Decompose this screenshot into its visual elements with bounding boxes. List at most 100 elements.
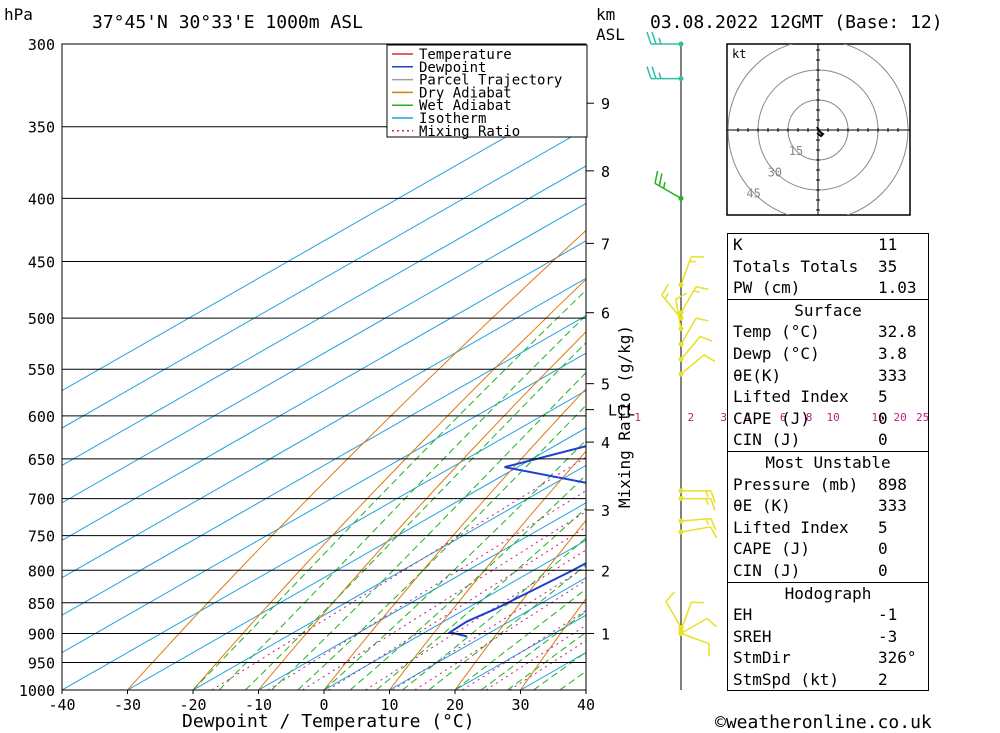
stats-label: Totals Totals <box>733 256 859 276</box>
wind-barb <box>678 601 704 633</box>
stats-row: Pressure (mb) 898 <box>728 474 928 496</box>
pressure-tick-label: 600 <box>28 408 55 426</box>
pressure-tick-label: 300 <box>28 36 55 54</box>
legend-entry: Isotherm <box>419 111 486 127</box>
stats-section-hodograph: Hodograph EH -1 SREH -3 StmDir 326° StmSpd (kt)… <box>728 581 928 691</box>
isotherm-line <box>62 127 586 429</box>
dry-adiabat-line <box>454 519 586 690</box>
pressure-tick-label: 350 <box>28 119 55 137</box>
stats-section-title: Most Unstable <box>765 452 891 472</box>
x-axis-title: Dewpoint / Temperature (°C) <box>182 711 475 732</box>
stats-value: 5 <box>878 517 888 537</box>
isotherm-line <box>192 464 586 690</box>
stats-row: StmDir 326° <box>728 647 928 669</box>
km-tick-label: 9 <box>601 95 610 113</box>
dry-adiabat-line <box>127 229 586 690</box>
wind-barb <box>678 517 717 531</box>
stats-label: CIN (J) <box>733 560 801 580</box>
wind-barb <box>678 317 709 347</box>
stats-section-indices: K 11 Totals Totals 35 PW (cm) 1.03 <box>728 234 928 299</box>
pressure-tick-label: 800 <box>28 562 55 580</box>
stats-table: K 11 Totals Totals 35 PW (cm) 1.03 Surface Temp… <box>727 233 929 692</box>
stats-value: 0 <box>878 430 888 450</box>
stats-row: Lifted Index 5 <box>728 517 928 539</box>
stats-row: θE(K) 333 <box>728 365 928 387</box>
legend-entry: Wet Adiabat <box>419 98 512 114</box>
lcl-label: LCL <box>608 402 635 420</box>
stats-row: StmSpd (kt) 2 <box>728 669 928 691</box>
stats-row: EH -1 <box>728 604 928 626</box>
wind-barb <box>646 31 684 47</box>
km-tick-label: 8 <box>601 163 610 181</box>
legend-entry: Parcel Trajectory <box>419 73 562 89</box>
stats-value: 0 <box>878 408 888 428</box>
stats-section-most-unstable: Most Unstable Pressure (mb) 898 θE (K) 333 Li… <box>728 450 928 582</box>
wind-barb <box>678 488 716 504</box>
mixing-ratio-line <box>211 456 586 690</box>
km-tick-label: 2 <box>601 562 610 580</box>
pressure-tick-label: 900 <box>28 625 55 643</box>
pressure-tick-label: 950 <box>28 654 55 672</box>
pressure-unit-label: hPa <box>4 5 33 24</box>
dry-adiabat-line <box>979 44 1000 690</box>
pressure-tick-label: 700 <box>28 491 55 509</box>
stats-label: CAPE (J) <box>733 408 811 428</box>
wet-adiabat-line <box>349 474 586 690</box>
temperature-tick-label: -30 <box>114 696 141 714</box>
stats-value: 3.8 <box>878 343 907 363</box>
stats-label: Lifted Index <box>733 517 849 537</box>
mixing-ratio-label: 20 <box>894 411 907 424</box>
stats-value: 1.03 <box>878 278 917 298</box>
km-tick-label: 5 <box>601 376 610 394</box>
stats-label: Pressure (mb) <box>733 474 859 494</box>
wet-adiabat-line <box>376 507 586 690</box>
stats-section-surface: Surface Temp (°C) 32.8 Dewp (°C) 3.8 θE(K) 333… <box>728 298 928 451</box>
stats-value: 333 <box>878 365 907 385</box>
pressure-tick-label: 1000 <box>19 682 55 700</box>
stats-label: StmDir <box>733 648 791 668</box>
mixing-ratio-label: 4 <box>745 411 752 424</box>
temperature-tick-label: 30 <box>511 696 529 714</box>
isotherm-line <box>62 165 586 467</box>
hodograph-trace <box>816 126 825 138</box>
stats-row: θE (K) 333 <box>728 495 928 517</box>
stats-section-title: Surface <box>794 300 862 320</box>
wind-barb <box>654 170 684 201</box>
pressure-tick-label: 850 <box>28 595 55 613</box>
stats-row: K 11 <box>728 234 928 256</box>
legend-entry: Dewpoint <box>419 60 486 76</box>
hodograph-unit-label: kt <box>732 47 746 61</box>
mixing-ratio-line <box>267 490 586 690</box>
temperature-tick-label: -20 <box>179 696 206 714</box>
pressure-tick-label: 450 <box>28 254 55 272</box>
temperature-tick-label: -40 <box>48 696 75 714</box>
mixing-ratio-label: 3 <box>720 411 727 424</box>
pressure-tick-label: 400 <box>28 190 55 208</box>
km-tick-label: 3 <box>601 502 610 520</box>
asl-label: ASL <box>596 25 625 44</box>
km-label: km <box>596 5 615 24</box>
datetime-label: 03.08.2022 12GMT (Base: 12) <box>650 12 943 33</box>
mixing-ratio-label: 25 <box>916 411 929 424</box>
isotherm-line <box>62 277 586 579</box>
km-tick-label: 7 <box>601 235 610 253</box>
stats-label: PW (cm) <box>733 278 801 298</box>
stats-label: Dewp (°C) <box>733 343 820 363</box>
wind-barb <box>678 335 713 362</box>
stats-value: 326° <box>878 648 917 668</box>
dry-adiabat-line <box>520 597 586 690</box>
stats-value: 2 <box>878 669 888 689</box>
stats-value: 333 <box>878 496 907 516</box>
mixing-ratio-label: 8 <box>806 411 813 424</box>
wind-barb <box>678 526 718 539</box>
wind-barb <box>678 285 709 316</box>
stats-label: θE (K) <box>733 496 791 516</box>
legend-entry: Mixing Ratio <box>419 124 520 140</box>
wet-adiabat-line <box>480 610 586 690</box>
km-tick-label: 6 <box>601 305 610 323</box>
wind-barb <box>678 354 716 377</box>
stats-row: Temp (°C) 32.8 <box>728 321 928 343</box>
mixing-ratio-label: 1 <box>634 411 641 424</box>
